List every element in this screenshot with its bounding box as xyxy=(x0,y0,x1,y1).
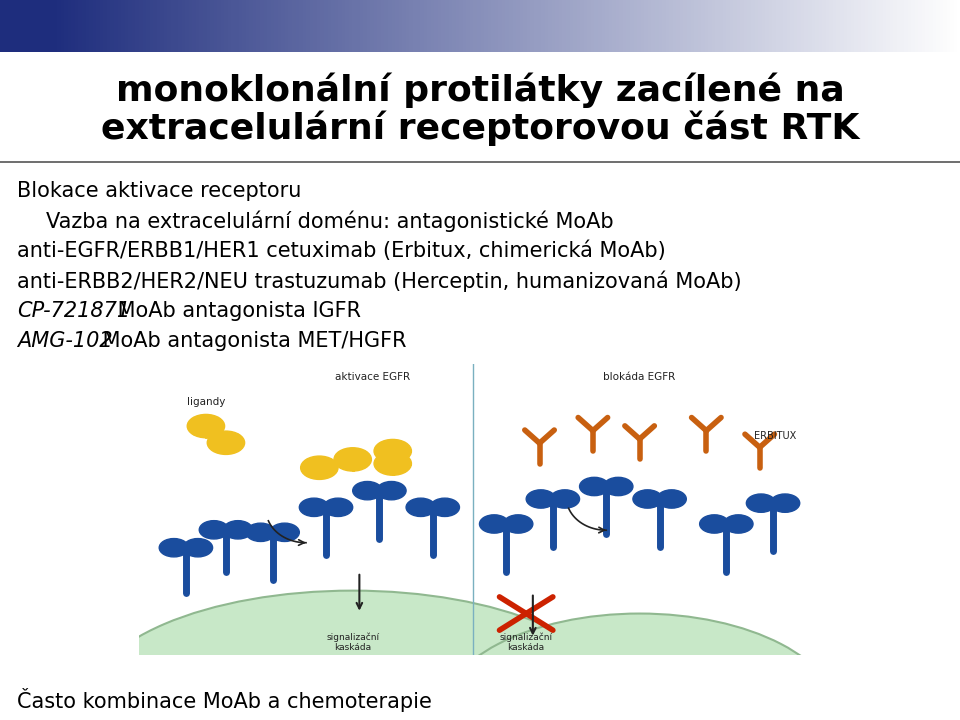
Text: aktivace EGFR: aktivace EGFR xyxy=(335,372,410,382)
Circle shape xyxy=(200,521,228,539)
Circle shape xyxy=(700,515,729,533)
Circle shape xyxy=(633,490,662,508)
Text: MoAb antagonista MET/HGFR: MoAb antagonista MET/HGFR xyxy=(96,330,406,351)
Text: ERBITUX: ERBITUX xyxy=(755,431,797,441)
Text: signalizační
kaskáda: signalizační kaskáda xyxy=(499,632,553,652)
Circle shape xyxy=(376,482,406,500)
Circle shape xyxy=(324,498,352,516)
Circle shape xyxy=(374,452,412,475)
Circle shape xyxy=(374,439,412,463)
Text: extracelulární receptorovou část RTK: extracelulární receptorovou část RTK xyxy=(101,110,859,146)
Circle shape xyxy=(724,515,753,533)
Circle shape xyxy=(657,490,686,508)
Text: monoklonální protilátky zacílené na: monoklonální protilátky zacílené na xyxy=(115,72,845,108)
Circle shape xyxy=(430,498,460,516)
Circle shape xyxy=(187,415,225,438)
Circle shape xyxy=(224,521,252,539)
Circle shape xyxy=(300,498,328,516)
Text: Blokace aktivace receptoru: Blokace aktivace receptoru xyxy=(17,181,301,201)
Text: AMG-102: AMG-102 xyxy=(17,330,113,351)
Circle shape xyxy=(300,456,338,480)
Circle shape xyxy=(159,539,188,557)
Circle shape xyxy=(183,539,212,557)
Text: ligandy: ligandy xyxy=(187,397,225,408)
Circle shape xyxy=(503,515,533,533)
Bar xyxy=(0,0,50,52)
Ellipse shape xyxy=(85,590,619,720)
Ellipse shape xyxy=(440,613,840,720)
Circle shape xyxy=(746,494,776,513)
Circle shape xyxy=(207,431,245,454)
Text: Vazba na extracelulární doménu: antagonistické MoAb: Vazba na extracelulární doménu: antagoni… xyxy=(46,210,613,232)
Text: MoAb antagonista IGFR: MoAb antagonista IGFR xyxy=(111,301,361,321)
Circle shape xyxy=(550,490,580,508)
Circle shape xyxy=(246,523,276,541)
Circle shape xyxy=(479,515,509,533)
Text: CP-721871: CP-721871 xyxy=(17,301,131,321)
Text: anti-EGFR/ERBB1/HER1 cetuximab (Erbitux, chimerická MoAb): anti-EGFR/ERBB1/HER1 cetuximab (Erbitux,… xyxy=(17,240,666,261)
Circle shape xyxy=(352,482,382,500)
Circle shape xyxy=(526,490,556,508)
Circle shape xyxy=(604,477,633,495)
Text: anti-ERBB2/HER2/NEU trastuzumab (Herceptin, humanizovaná MoAb): anti-ERBB2/HER2/NEU trastuzumab (Hercept… xyxy=(17,270,742,292)
Circle shape xyxy=(770,494,800,513)
Text: Často kombinace MoAb a chemoterapie: Často kombinace MoAb a chemoterapie xyxy=(17,688,432,712)
Text: signalizační
kaskáda: signalizační kaskáda xyxy=(326,632,379,652)
Circle shape xyxy=(406,498,436,516)
Circle shape xyxy=(270,523,300,541)
Circle shape xyxy=(334,448,372,471)
Text: blokáda EGFR: blokáda EGFR xyxy=(604,372,676,382)
Circle shape xyxy=(580,477,609,495)
